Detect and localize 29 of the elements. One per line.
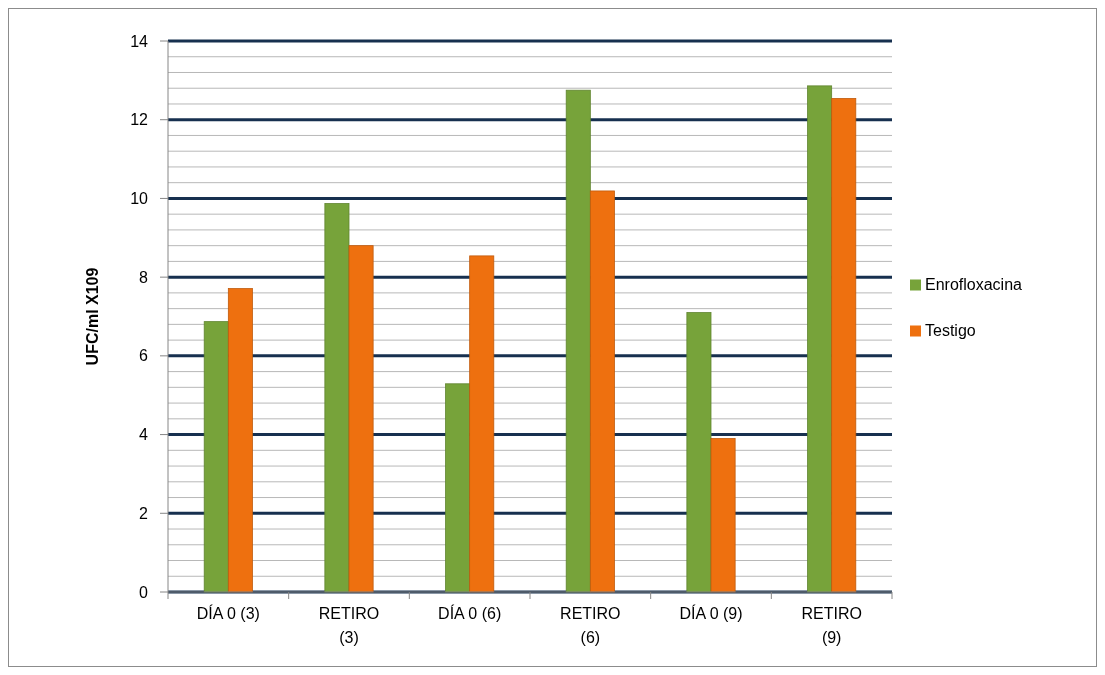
y-tick-label: 0: [139, 583, 149, 601]
bar: [686, 312, 712, 593]
bar: [445, 383, 471, 593]
y-tick-label: 14: [130, 32, 149, 50]
bar: [710, 438, 736, 593]
y-tick-label: 10: [130, 190, 149, 208]
bar: [589, 190, 615, 593]
bar: [831, 98, 857, 593]
x-tick-label: RETIRO (3): [318, 605, 380, 646]
y-axis-title: UFC/ml X109: [84, 267, 101, 366]
bar: [324, 203, 350, 593]
legend-label: Enrofloxacina: [925, 276, 1023, 294]
y-tick-label: 12: [130, 111, 149, 129]
y-tick-label: 4: [139, 426, 149, 444]
bar: [807, 85, 833, 593]
x-tick-label: RETIRO (9): [801, 605, 862, 646]
y-tick-label: 8: [139, 268, 149, 286]
bar: [469, 255, 495, 593]
bar: [203, 321, 229, 593]
y-tick-label: 6: [139, 347, 149, 365]
legend-label: Testigo: [925, 322, 976, 340]
x-tick-label: DÍA 0 (3): [196, 604, 260, 622]
bar: [227, 288, 253, 593]
x-tick-label: DÍA 0 (6): [438, 604, 502, 622]
y-tick-label: 2: [139, 504, 149, 522]
bar: [565, 89, 591, 593]
x-tick-label: DÍA 0 (9): [679, 604, 743, 622]
bar: [348, 245, 374, 593]
x-tick-label: RETIRO (6): [560, 605, 621, 646]
